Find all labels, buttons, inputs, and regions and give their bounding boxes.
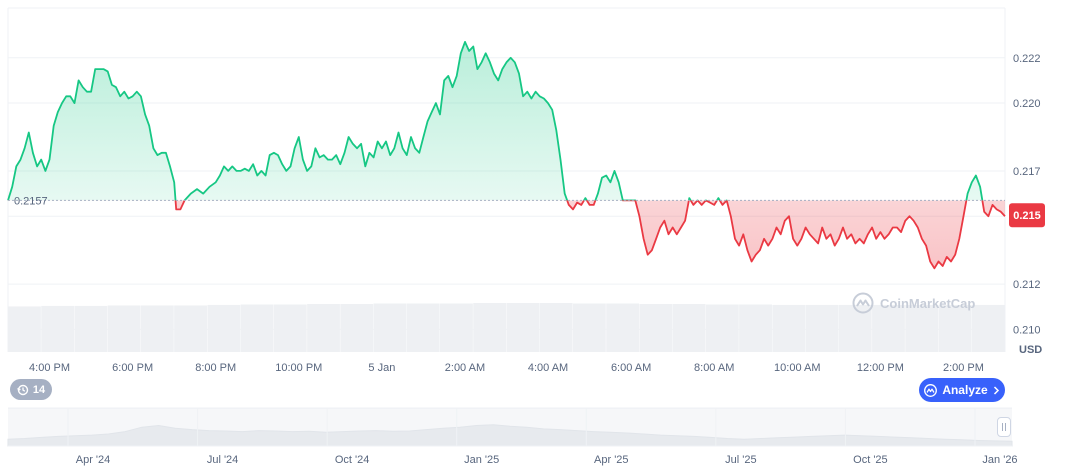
volume-bar: [140, 305, 174, 352]
volume-bar: [307, 303, 340, 352]
volume-bar: [772, 304, 806, 352]
navigator-tick-label: Apr '25: [594, 454, 629, 466]
navigator-area: [7, 424, 1013, 447]
area-down: [8, 200, 1005, 269]
volume-bar: [606, 303, 640, 352]
watermark: CoinMarketCap: [852, 292, 975, 314]
x-tick-label: 12:00 PM: [857, 362, 904, 374]
x-tick-label: 2:00 PM: [943, 362, 984, 374]
y-tick-label: 0.210: [1013, 324, 1041, 336]
navigator-tick-label: Jan '25: [464, 454, 499, 466]
volume-bar: [473, 303, 507, 352]
x-tick-label: 6:00 AM: [611, 362, 651, 374]
interval-button[interactable]: 14: [10, 379, 52, 400]
y-tick-label: 0.217: [1013, 166, 1041, 178]
watermark-text: CoinMarketCap: [880, 295, 976, 311]
volume-bar: [938, 304, 972, 352]
navigator-mask: [8, 408, 1012, 446]
volume-bar: [440, 303, 473, 352]
price-line-down: [7, 200, 1006, 270]
x-tick-label: 4:00 PM: [29, 362, 70, 374]
currency-label: USD: [1019, 344, 1042, 356]
x-axis: 4:00 PM 6:00 PM 8:00 PM 10:00 PM 5 Jan 2:00 A…: [29, 362, 984, 374]
coinmarketcap-logo-icon: [852, 292, 874, 314]
y-tick-label: 0.212: [1013, 279, 1041, 291]
price-area: [8, 41, 1005, 269]
navigator-tick-label: Oct '25: [853, 454, 888, 466]
volume-bar: [406, 303, 440, 352]
navigator-tick-label: Oct '24: [335, 454, 370, 466]
baseline-label: 0.2157: [14, 195, 48, 207]
volume-bar: [340, 303, 374, 352]
x-tick-label: 10:00 AM: [774, 362, 820, 374]
volume-bar: [905, 304, 939, 352]
analyze-label: Analyze: [942, 383, 988, 397]
interval-label: 14: [32, 383, 46, 396]
volume-bar: [971, 304, 1005, 352]
range-navigator[interactable]: [7, 407, 1013, 447]
area-up: [8, 41, 983, 201]
analyze-icon: [924, 383, 938, 397]
volume-bar: [739, 304, 772, 352]
volume-bars: [8, 303, 1005, 352]
x-tick-label: 10:00 PM: [275, 362, 322, 374]
volume-bar: [672, 303, 706, 352]
price-line: [7, 41, 1006, 270]
x-tick-label: 4:00 AM: [528, 362, 568, 374]
volume-bar: [872, 304, 905, 352]
x-tick-label: 2:00 AM: [445, 362, 485, 374]
volume-bar: [8, 306, 41, 352]
history-icon: [17, 384, 29, 395]
y-axis: 0.210 0.212 0.215 0.217 0.220 0.222: [1013, 53, 1041, 337]
x-tick-label: 8:00 PM: [195, 362, 236, 374]
analyze-button[interactable]: Analyze: [919, 378, 1005, 402]
navigator-tick-label: Jul '25: [725, 454, 756, 466]
volume-bar: [572, 303, 606, 352]
volume-bar: [373, 303, 407, 352]
navigator-tick-label: Apr '24: [76, 454, 111, 466]
current-price-label: 0.215: [1013, 210, 1041, 222]
volume-bar: [273, 304, 307, 352]
navigator-axis: Apr '24 Jul '24 Oct '24 Jan '25 Apr '25 Jul '…: [76, 454, 1018, 466]
volume-bar: [240, 304, 274, 352]
x-tick-label: 6:00 PM: [112, 362, 153, 374]
navigator-tick-label: Jan '26: [982, 454, 1017, 466]
volume-bar: [207, 304, 241, 352]
volume-bar: [74, 305, 108, 352]
current-price-badge: 0.215: [1009, 203, 1045, 228]
volume-bar: [705, 304, 739, 352]
volume-bar: [174, 305, 207, 352]
volume-bar: [639, 303, 673, 352]
navigator-handle[interactable]: [997, 417, 1011, 437]
x-tick-label: 8:00 AM: [694, 362, 734, 374]
volume-bar: [539, 303, 573, 352]
chevron-right-icon: [993, 385, 999, 395]
price-line-up: [7, 41, 984, 201]
volume-bar: [506, 303, 540, 352]
x-tick-label: 5 Jan: [368, 362, 395, 374]
volume-bar: [41, 305, 75, 352]
volume-bar: [805, 304, 839, 352]
navigator-tick-label: Jul '24: [207, 454, 238, 466]
y-tick-label: 0.222: [1013, 53, 1041, 65]
volume-bar: [107, 305, 141, 352]
y-tick-label: 0.220: [1013, 98, 1041, 110]
